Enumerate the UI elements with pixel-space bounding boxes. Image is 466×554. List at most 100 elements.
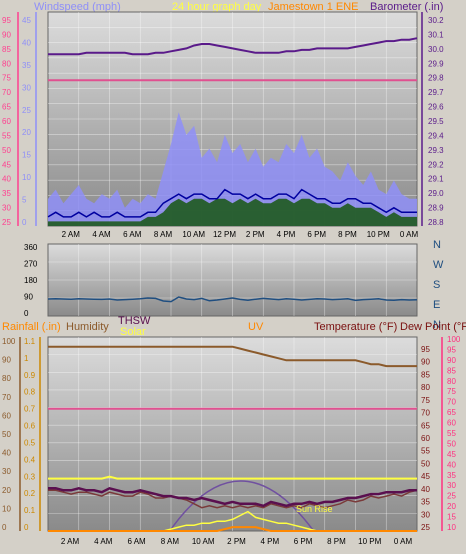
time-tick-label: 4 AM — [92, 230, 111, 239]
wind-inner-tick: 30 — [22, 83, 31, 92]
solar-curve — [169, 480, 315, 532]
direction-degree-tick: 270 — [24, 260, 38, 269]
temp-outer-tick: 35 — [447, 471, 456, 480]
temp-outer-tick: 60 — [447, 419, 456, 428]
time-tick-label: 8 PM — [338, 230, 357, 239]
barometer-tick: 29.8 — [428, 74, 444, 83]
wind-outer-tick: 90 — [2, 30, 11, 39]
wind-outer-tick: 65 — [2, 103, 11, 112]
humidity-tick: 0.9 — [24, 371, 36, 380]
wind-outer-tick: 40 — [2, 175, 11, 184]
time-tick-label: 4 PM — [260, 537, 279, 546]
humidity-tick: 0.5 — [24, 438, 36, 447]
wind-inner-tick: 35 — [22, 61, 31, 70]
wind-outer-tick: 95 — [2, 16, 11, 25]
barometer-tick: 30.2 — [428, 16, 444, 25]
rainfall-tick: 70 — [2, 393, 11, 402]
time-tick-label: 0 AM — [400, 230, 419, 239]
sunrise-annotation: Sun Rise — [296, 504, 333, 514]
time-tick-label: 6 AM — [123, 230, 142, 239]
barometer-tick: 28.8 — [428, 218, 444, 227]
time-tick-label: 10 PM — [367, 230, 390, 239]
barometer-tick: 29.6 — [428, 103, 444, 112]
time-tick-label: 0 AM — [394, 537, 413, 546]
wind-outer-tick: 30 — [2, 204, 11, 213]
humidity-tick: 0.7 — [24, 405, 36, 414]
humidity-tick: 1 — [24, 354, 29, 363]
barometer-axis: 30.2 30.1 30.0 29.9 29.8 29.7 29.6 29.5 29.4 29.3… — [421, 12, 444, 227]
temp-inner-tick: 30 — [421, 510, 430, 519]
time-tick-label: 2 AM — [62, 230, 81, 239]
time-tick-label: 6 PM — [307, 230, 326, 239]
rainfall-tick: 30 — [2, 467, 11, 476]
dew-point-line — [48, 475, 417, 480]
wind-outer-tick: 80 — [2, 59, 11, 68]
temp-humidity-panel: Rainfall (.in) Humidity THSW Solar UV Te… — [2, 315, 466, 546]
direction-degree-tick: 90 — [24, 293, 33, 302]
humidity-tick: 0 — [24, 523, 29, 532]
direction-degree-tick: 180 — [24, 276, 38, 285]
humidity-tick: 1.1 — [24, 337, 36, 346]
temp-inner-axis: 95 90 85 80 75 70 65 60 55 50 45 40 35 30 25 — [421, 345, 430, 532]
wind-outer-tick: 55 — [2, 131, 11, 140]
temperature-axis-title: Temperature (°F) — [314, 321, 397, 333]
humidity-tick: 0.4 — [24, 455, 36, 464]
wind-speed-area — [48, 112, 417, 226]
compass-label: W — [433, 259, 444, 271]
compass-label: S — [433, 279, 440, 291]
wind-inner-axis: 45 40 35 30 25 20 15 10 5 0 — [22, 12, 37, 227]
temp-inner-tick: 45 — [421, 472, 430, 481]
temp-inner-tick: 80 — [421, 383, 430, 392]
temp-outer-tick: 95 — [447, 345, 456, 354]
barometer-tick: 29.1 — [428, 175, 444, 184]
rainfall-tick: 90 — [2, 356, 11, 365]
temp-inner-tick: 25 — [421, 523, 430, 532]
humidity-tick: 0.1 — [24, 506, 36, 515]
time-tick-label: 4 PM — [277, 230, 296, 239]
direction-degree-tick: 360 — [24, 243, 38, 252]
uv-line — [48, 526, 417, 532]
humidity-tick: 0.3 — [24, 472, 36, 481]
time-tick-label: 6 AM — [127, 537, 146, 546]
time-tick-label: 4 AM — [94, 537, 113, 546]
temp-inner-tick: 50 — [421, 459, 430, 468]
temp-outer-tick: 40 — [447, 460, 456, 469]
time-tick-label: 10 PM — [358, 537, 381, 546]
temp-outer-tick: 25 — [447, 492, 456, 501]
thsw-line — [48, 486, 417, 508]
graph-period-title: 24 hour graph day — [172, 1, 262, 13]
wind-inner-tick: 25 — [22, 106, 31, 115]
rainfall-line — [48, 489, 418, 509]
temp-inner-tick: 70 — [421, 409, 430, 418]
direction-degree-tick: 0 — [24, 309, 29, 318]
barometer-tick: 29.9 — [428, 59, 444, 68]
wind-direction-line — [47, 296, 418, 303]
wind-inner-tick: 5 — [22, 196, 27, 205]
station-name: Jamestown 1 ENE — [268, 1, 358, 13]
wind-direction-series — [47, 296, 418, 303]
humidity-line — [48, 345, 417, 368]
time-tick-label: 12 PM — [213, 230, 236, 239]
temp-outer-tick: 70 — [447, 398, 456, 407]
compass-label: E — [433, 299, 440, 311]
wind-outer-tick: 60 — [2, 117, 11, 126]
temp-outer-tick: 50 — [447, 439, 456, 448]
temp-outer-tick: 85 — [447, 366, 456, 375]
wind-outer-tick: 35 — [2, 189, 11, 198]
rainfall-tick: 80 — [2, 374, 11, 383]
temp-outer-tick: 75 — [447, 387, 456, 396]
barometer-tick: 29.4 — [428, 131, 444, 140]
humidity-axis: 1.1 1 0.9 0.8 0.7 0.6 0.5 0.4 0.3 0.2 0.1 0 — [24, 337, 41, 532]
rainfall-tick: 100 — [2, 337, 16, 346]
humidity-tick: 0.6 — [24, 422, 36, 431]
barometer-tick: 28.9 — [428, 204, 444, 213]
time-tick-label: 2 PM — [246, 230, 265, 239]
temp-inner-tick: 55 — [421, 447, 430, 456]
barometer-tick: 30.1 — [428, 30, 444, 39]
